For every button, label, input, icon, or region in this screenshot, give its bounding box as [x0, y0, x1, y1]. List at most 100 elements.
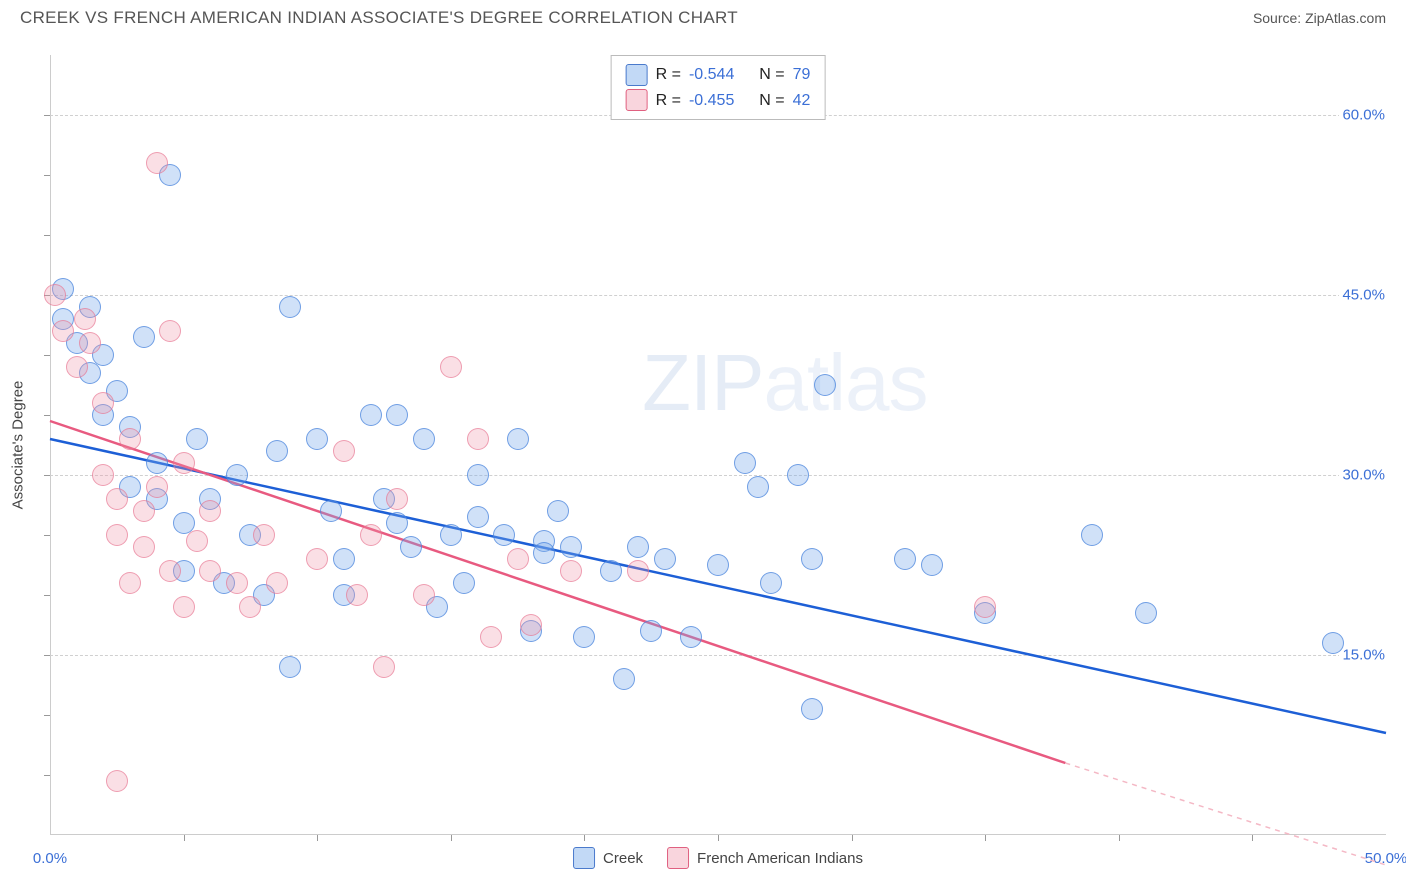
legend-swatch-pink [667, 847, 689, 869]
scatter-point-creek [360, 404, 382, 426]
scatter-point-creek [186, 428, 208, 450]
stat-r-value: -0.544 [689, 62, 734, 88]
scatter-point-creek [814, 374, 836, 396]
scatter-point-french [159, 560, 181, 582]
scatter-point-creek [266, 440, 288, 462]
scatter-point-french [119, 572, 141, 594]
stat-n-label: N = [759, 62, 784, 88]
scatter-point-french [974, 596, 996, 618]
scatter-point-french [199, 560, 221, 582]
scatter-point-french [173, 452, 195, 474]
scatter-point-creek [573, 626, 595, 648]
scatter-point-creek [547, 500, 569, 522]
scatter-point-french [306, 548, 328, 570]
x-tick-label: 50.0% [1365, 850, 1406, 867]
scatter-point-creek [279, 296, 301, 318]
legend-item: French American Indians [667, 847, 863, 869]
scatter-point-french [560, 560, 582, 582]
scatter-point-french [386, 488, 408, 510]
x-tick-label: 0.0% [33, 850, 67, 867]
scatter-point-french [239, 596, 261, 618]
scatter-point-french [520, 614, 542, 636]
legend: Creek French American Indians [573, 847, 863, 869]
x-tick [718, 835, 719, 841]
scatter-point-creek [627, 536, 649, 558]
plot-container: 15.0%30.0%45.0%60.0% 0.0%50.0% Associate… [50, 55, 1386, 835]
scatter-point-creek [1322, 632, 1344, 654]
scatter-point-creek [747, 476, 769, 498]
legend-swatch-pink [626, 89, 648, 111]
stat-r-label: R = [656, 88, 681, 114]
x-tick [1252, 835, 1253, 841]
scatter-point-french [507, 548, 529, 570]
legend-swatch-blue [626, 64, 648, 86]
scatter-point-french [146, 152, 168, 174]
x-tick [317, 835, 318, 841]
scatter-point-creek [894, 548, 916, 570]
scatter-point-french [413, 584, 435, 606]
stat-r-value: -0.455 [689, 88, 734, 114]
x-tick [584, 835, 585, 841]
trend-line-french [50, 421, 1065, 763]
scatter-point-french [373, 656, 395, 678]
scatter-point-creek [707, 554, 729, 576]
scatter-point-french [440, 356, 462, 378]
x-tick [985, 835, 986, 841]
trend-lines [50, 55, 1386, 835]
scatter-point-creek [613, 668, 635, 690]
scatter-point-french [119, 428, 141, 450]
scatter-point-creek [400, 536, 422, 558]
scatter-point-creek [560, 536, 582, 558]
scatter-point-french [253, 524, 275, 546]
stats-row: R =-0.544 N =79 [626, 62, 811, 88]
scatter-point-french [467, 428, 489, 450]
trend-line-dashed-french [1065, 763, 1386, 865]
scatter-point-creek [413, 428, 435, 450]
scatter-point-creek [654, 548, 676, 570]
source-label: Source: [1253, 10, 1301, 26]
scatter-point-creek [306, 428, 328, 450]
scatter-point-creek [226, 464, 248, 486]
legend-swatch-blue [573, 847, 595, 869]
scatter-point-french [346, 584, 368, 606]
scatter-point-creek [680, 626, 702, 648]
scatter-point-creek [507, 428, 529, 450]
scatter-point-french [159, 320, 181, 342]
scatter-point-creek [333, 548, 355, 570]
scatter-point-creek [640, 620, 662, 642]
legend-label: Creek [603, 850, 643, 867]
scatter-point-creek [787, 464, 809, 486]
scatter-point-french [146, 476, 168, 498]
chart-header: CREEK VS FRENCH AMERICAN INDIAN ASSOCIAT… [0, 0, 1406, 32]
scatter-point-french [133, 500, 155, 522]
scatter-point-creek [146, 452, 168, 474]
scatter-point-creek [760, 572, 782, 594]
scatter-point-french [133, 536, 155, 558]
scatter-point-french [186, 530, 208, 552]
scatter-point-creek [801, 698, 823, 720]
scatter-point-french [52, 320, 74, 342]
scatter-point-french [106, 524, 128, 546]
scatter-point-creek [493, 524, 515, 546]
scatter-point-creek [440, 524, 462, 546]
stat-n-value: 42 [793, 88, 811, 114]
scatter-point-french [360, 524, 382, 546]
source-value: ZipAtlas.com [1305, 10, 1386, 26]
scatter-point-french [74, 308, 96, 330]
scatter-point-french [66, 356, 88, 378]
chart-source: Source: ZipAtlas.com [1253, 10, 1386, 26]
scatter-point-creek [1081, 524, 1103, 546]
stat-n-value: 79 [793, 62, 811, 88]
scatter-point-creek [320, 500, 342, 522]
legend-label: French American Indians [697, 850, 863, 867]
scatter-point-french [173, 596, 195, 618]
scatter-point-french [266, 572, 288, 594]
correlation-stats-box: R =-0.544 N =79R =-0.455 N =42 [611, 55, 826, 120]
legend-item: Creek [573, 847, 643, 869]
x-tick [1119, 835, 1120, 841]
scatter-point-creek [801, 548, 823, 570]
scatter-point-french [79, 332, 101, 354]
scatter-point-creek [467, 464, 489, 486]
scatter-point-french [106, 488, 128, 510]
scatter-point-creek [453, 572, 475, 594]
